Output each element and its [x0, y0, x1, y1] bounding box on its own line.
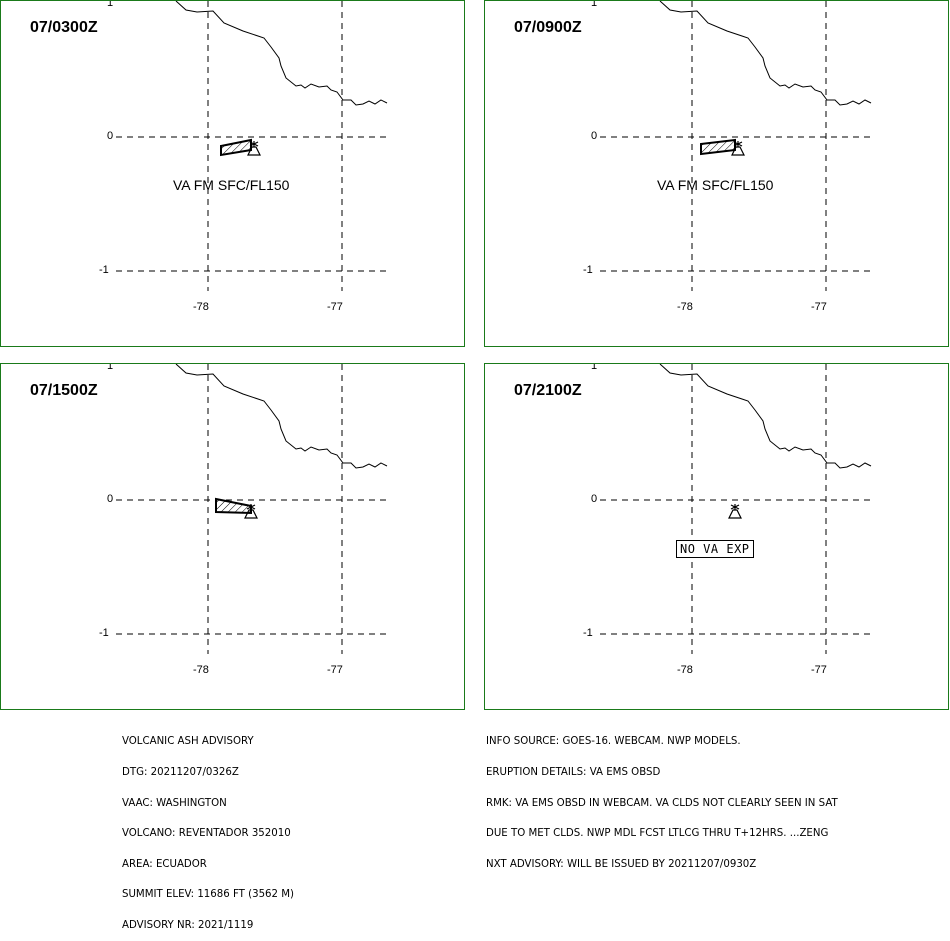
info-line: AREA: ECUADOR: [122, 858, 207, 870]
grid-lines: [116, 1, 391, 291]
volcano-icon: [244, 504, 258, 519]
lon-tick-77: -77: [327, 664, 343, 676]
lat-tick-minus1: -1: [99, 264, 109, 276]
panel-title: 07/2100Z: [514, 382, 582, 399]
coastline: [659, 1, 872, 106]
lat-tick-minus1: -1: [583, 264, 593, 276]
map-canvas-1: [116, 1, 391, 291]
lat-tick-1: 1: [591, 363, 598, 372]
lat-tick-0: 0: [107, 130, 114, 142]
coastline: [659, 364, 872, 469]
lon-tick-78: -78: [677, 301, 693, 313]
map-panel-3: 07/1500Z 1 0 -1 -78 -77: [0, 363, 465, 710]
lat-tick-1: 1: [591, 0, 598, 9]
info-line: DTG: 20211207/0326Z: [122, 767, 239, 778]
map-panel-4: 07/2100Z 1 0 -1 -78 -77 NO VA EXP: [484, 363, 949, 710]
volcano-icon: [728, 504, 742, 519]
lat-tick-1: 1: [107, 0, 114, 9]
volcano-icon: [731, 141, 745, 156]
grid-lines: [600, 364, 875, 654]
ash-level-label: VA FM SFC/FL150: [657, 177, 774, 193]
volcano-icon: [247, 141, 261, 156]
ash-area: [700, 138, 736, 156]
coastline: [175, 1, 388, 106]
lat-tick-1: 1: [107, 363, 114, 372]
lon-tick-78: -78: [677, 664, 693, 676]
lon-tick-77: -77: [327, 301, 343, 313]
lat-tick-0: 0: [107, 493, 114, 505]
info-line: NXT ADVISORY: WILL BE ISSUED BY 20211207…: [486, 858, 757, 870]
lat-tick-0: 0: [591, 130, 598, 142]
lon-tick-77: -77: [811, 664, 827, 676]
info-line: VOLCANIC ASH ADVISORY: [122, 736, 254, 748]
lat-tick-0: 0: [591, 493, 598, 505]
info-line: INFO SOURCE: GOES-16. WEBCAM. NWP MODELS…: [486, 736, 741, 748]
info-line: ADVISORY NR: 2021/1119: [122, 919, 254, 931]
info-line: RMK: VA EMS OBSD IN WEBCAM. VA CLDS NOT …: [486, 797, 838, 809]
advisory-details-info: INFO SOURCE: GOES-16. WEBCAM. NWP MODELS…: [486, 717, 838, 880]
grid-lines: [600, 1, 875, 291]
ash-area: [215, 497, 252, 515]
lon-tick-78: -78: [193, 664, 209, 676]
ash-area: [220, 138, 252, 157]
ash-level-label: VA FM SFC/FL150: [173, 177, 290, 193]
map-canvas-2: [600, 1, 875, 291]
info-line: SUMMIT ELEV: 11686 FT (3562 M): [122, 889, 295, 901]
grid-lines: [116, 364, 391, 654]
info-line: DUE TO MET CLDS. NWP MDL FCST LTLCG THRU…: [486, 828, 829, 840]
panel-title: 07/1500Z: [30, 382, 98, 399]
lat-tick-minus1: -1: [583, 627, 593, 639]
lon-tick-78: -78: [193, 301, 209, 313]
info-line: VAAC: WASHINGTON: [122, 797, 227, 809]
lat-tick-minus1: -1: [99, 627, 109, 639]
panel-title: 07/0900Z: [514, 19, 582, 36]
map-canvas-4: [600, 364, 875, 654]
map-canvas-3: [116, 364, 391, 654]
panel-title: 07/0300Z: [30, 19, 98, 36]
info-line: ERUPTION DETAILS: VA EMS OBSD: [486, 767, 661, 778]
info-line: VOLCANO: REVENTADOR 352010: [122, 828, 291, 840]
map-panel-1: 07/0300Z 1 0 -1 -78 -77 VA FM SFC/FL150: [0, 0, 465, 347]
map-panel-2: 07/0900Z 1 0 -1 -78 -77 VA FM SFC/FL150: [484, 0, 949, 347]
no-va-exp-label: NO VA EXP: [676, 540, 754, 558]
coastline: [175, 364, 388, 469]
advisory-header-info: VOLCANIC ASH ADVISORY DTG: 20211207/0326…: [122, 717, 294, 941]
lon-tick-77: -77: [811, 301, 827, 313]
